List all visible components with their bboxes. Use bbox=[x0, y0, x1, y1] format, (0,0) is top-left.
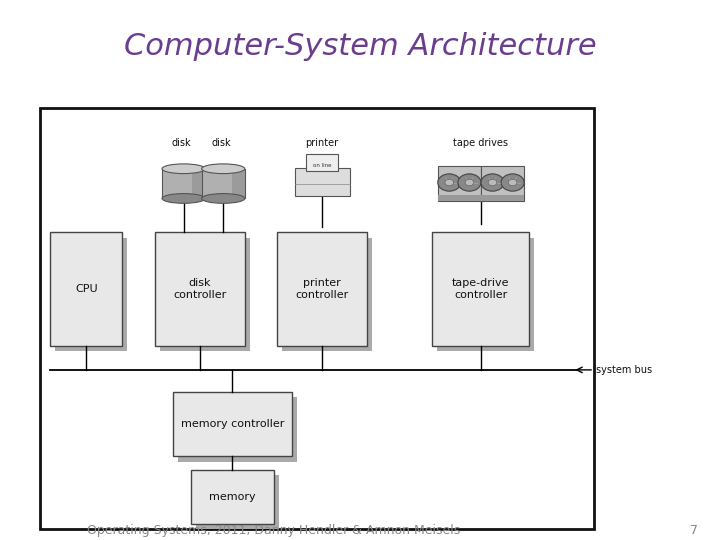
Bar bbox=[178, 397, 297, 462]
Text: Operating Systems, 2011, Danny Hendler & Amnon Meisels: Operating Systems, 2011, Danny Hendler &… bbox=[87, 524, 460, 537]
Ellipse shape bbox=[162, 164, 205, 174]
Bar bbox=[192, 168, 205, 198]
Text: disk
controller: disk controller bbox=[174, 278, 226, 300]
Bar bbox=[438, 166, 481, 201]
Text: CPU: CPU bbox=[75, 284, 98, 294]
Ellipse shape bbox=[202, 164, 245, 174]
Text: system bus: system bus bbox=[596, 365, 652, 375]
Text: tape-drive
controller: tape-drive controller bbox=[452, 278, 509, 300]
Circle shape bbox=[438, 174, 461, 191]
Circle shape bbox=[465, 179, 474, 186]
Bar bbox=[160, 238, 250, 351]
Circle shape bbox=[488, 179, 497, 186]
Ellipse shape bbox=[202, 193, 245, 203]
Circle shape bbox=[458, 174, 481, 191]
Bar bbox=[55, 238, 127, 351]
Bar bbox=[232, 168, 245, 198]
Text: on line: on line bbox=[313, 163, 331, 168]
Bar bbox=[438, 194, 481, 201]
Bar bbox=[40, 108, 594, 529]
Text: 7: 7 bbox=[690, 524, 698, 537]
Circle shape bbox=[508, 179, 517, 186]
Bar bbox=[277, 232, 367, 346]
Text: memory controller: memory controller bbox=[181, 419, 284, 429]
Ellipse shape bbox=[162, 193, 205, 203]
Text: memory: memory bbox=[209, 492, 256, 502]
Bar bbox=[481, 194, 524, 201]
Text: printer
controller: printer controller bbox=[296, 278, 348, 300]
Bar bbox=[295, 168, 350, 196]
Bar bbox=[191, 470, 274, 524]
Text: Computer-System Architecture: Computer-System Architecture bbox=[124, 32, 596, 62]
Bar bbox=[307, 154, 338, 171]
Bar bbox=[437, 238, 534, 351]
Bar bbox=[155, 232, 245, 346]
Text: tape drives: tape drives bbox=[454, 138, 508, 149]
Circle shape bbox=[481, 174, 504, 191]
Bar bbox=[481, 166, 524, 201]
Circle shape bbox=[501, 174, 524, 191]
Text: disk: disk bbox=[211, 138, 231, 149]
Text: disk: disk bbox=[171, 138, 192, 149]
Bar bbox=[196, 475, 279, 529]
Bar bbox=[282, 238, 372, 351]
Bar bbox=[50, 232, 122, 346]
Text: printer: printer bbox=[305, 138, 338, 149]
Bar bbox=[173, 392, 292, 456]
Bar bbox=[202, 168, 245, 198]
Bar bbox=[162, 168, 205, 198]
Bar bbox=[432, 232, 529, 346]
Circle shape bbox=[445, 179, 454, 186]
